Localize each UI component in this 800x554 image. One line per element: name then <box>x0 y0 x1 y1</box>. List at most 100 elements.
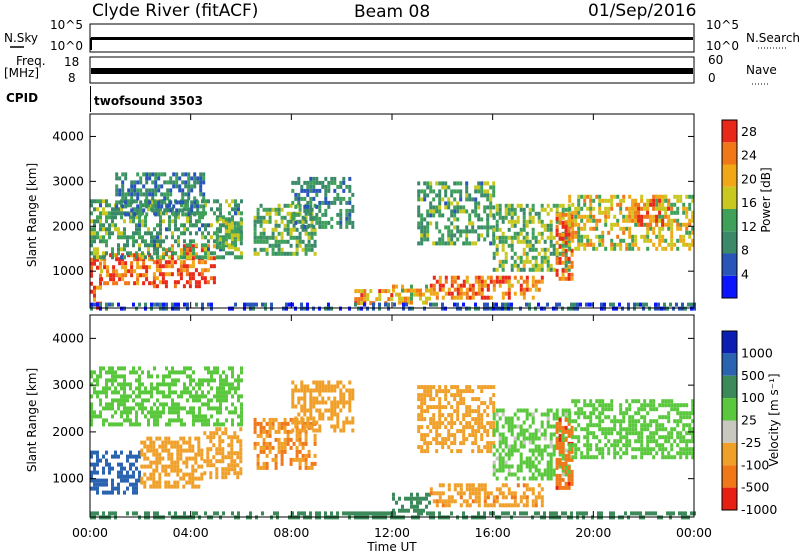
heatmap-cell <box>194 252 198 257</box>
heatmap-cell <box>462 437 466 442</box>
heatmap-cell <box>417 241 421 246</box>
heatmap-cell <box>188 248 192 253</box>
heatmap-cell <box>168 410 171 415</box>
heatmap-cell <box>546 302 549 307</box>
heatmap-cell <box>175 184 179 189</box>
heatmap-cell <box>444 385 448 390</box>
heatmap-cell <box>177 410 180 415</box>
heatmap-cell <box>201 302 204 307</box>
heatmap-cell <box>259 219 263 224</box>
heatmap-cell <box>525 235 529 240</box>
heatmap-cell <box>167 440 171 445</box>
heatmap-cell <box>679 431 683 436</box>
heatmap-cell <box>253 247 257 252</box>
heatmap-cell <box>138 231 141 236</box>
heatmap-cell <box>96 462 99 467</box>
heatmap-cell <box>681 306 684 311</box>
heatmap-cell <box>465 306 468 311</box>
heatmap-cell <box>435 389 439 394</box>
heatmap-cell <box>109 277 113 282</box>
heatmap-cell <box>589 198 593 203</box>
heatmap-cell <box>274 461 278 466</box>
heatmap-cell <box>504 416 508 421</box>
heatmap-cell <box>200 448 204 453</box>
heatmap-cell <box>152 280 156 285</box>
heatmap-cell <box>132 215 135 220</box>
heatmap-cell <box>130 184 134 189</box>
heatmap-cell <box>643 234 647 239</box>
heatmap-cell <box>417 225 421 230</box>
heatmap-cell <box>610 226 614 231</box>
heatmap-cell <box>114 511 117 516</box>
heatmap-cell <box>498 444 502 449</box>
heatmap-cell <box>144 223 147 228</box>
heatmap-cell <box>138 223 141 228</box>
heatmap-cell <box>204 251 207 256</box>
heatmap-cell <box>429 201 433 206</box>
heatmap-cell <box>273 511 276 516</box>
heatmap-cell <box>145 265 149 270</box>
heatmap-cell <box>106 265 110 270</box>
heatmap-cell <box>105 306 108 311</box>
heatmap-cell <box>152 284 156 289</box>
cpid-label: CPID <box>6 91 38 105</box>
heatmap-cell <box>543 223 547 228</box>
heatmap-cell <box>643 403 647 408</box>
heatmap-cell <box>90 486 93 491</box>
heatmap-cell <box>522 483 526 488</box>
heatmap-cell <box>307 231 311 236</box>
heatmap-cell <box>456 302 459 307</box>
heatmap-cell <box>658 198 662 203</box>
heatmap-cell <box>174 239 177 244</box>
heatmap-cell <box>111 406 114 411</box>
heatmap-cell <box>294 306 297 311</box>
heatmap-cell <box>625 407 629 412</box>
heatmap-cell <box>138 450 141 455</box>
heatmap-cell <box>667 226 671 231</box>
heatmap-cell <box>682 238 686 243</box>
heatmap-cell <box>622 194 626 199</box>
heatmap-cell <box>429 291 433 296</box>
heatmap-cell <box>546 420 550 425</box>
heatmap-cell <box>120 470 123 475</box>
heatmap-cell <box>543 412 547 417</box>
heatmap-cell <box>492 251 496 256</box>
heatmap-cell <box>318 511 321 516</box>
heatmap-cell <box>492 405 496 410</box>
heatmap-cell <box>549 207 553 212</box>
heatmap-cell <box>453 279 457 284</box>
heatmap-cell <box>492 401 496 406</box>
heatmap-cell <box>99 281 102 286</box>
heatmap-cell <box>401 504 404 509</box>
heatmap-cell <box>670 399 674 404</box>
heatmap-cell <box>130 188 134 193</box>
heatmap-cell <box>625 214 629 219</box>
heatmap-cell <box>154 212 158 217</box>
heatmap-cell <box>525 275 529 280</box>
heatmap-cell <box>417 209 421 214</box>
heatmap-cell <box>631 431 635 436</box>
heatmap-cell <box>143 440 147 445</box>
heatmap-cell <box>313 239 317 244</box>
heatmap-cell <box>192 223 195 228</box>
heatmap-cell <box>540 255 544 260</box>
heatmap-cell <box>410 504 413 509</box>
heatmap-cell <box>558 232 562 237</box>
heatmap-cell <box>453 295 457 300</box>
heatmap-cell <box>513 424 517 429</box>
heatmap-cell <box>564 243 568 248</box>
heatmap-cell <box>534 495 538 500</box>
heatmap-cell <box>158 268 162 273</box>
heatmap-cell <box>429 385 433 390</box>
heatmap-cell <box>218 427 222 432</box>
heatmap-cell <box>519 275 523 280</box>
heatmap-cell <box>417 445 421 450</box>
heatmap-cell <box>435 241 439 246</box>
heatmap-cell <box>156 251 159 256</box>
heatmap-cell <box>202 196 206 201</box>
heatmap-cell <box>691 214 695 219</box>
heatmap-cell <box>561 247 565 252</box>
heatmap-cell <box>392 496 395 501</box>
heatmap-cell <box>129 462 132 467</box>
heatmap-cell <box>292 227 296 232</box>
